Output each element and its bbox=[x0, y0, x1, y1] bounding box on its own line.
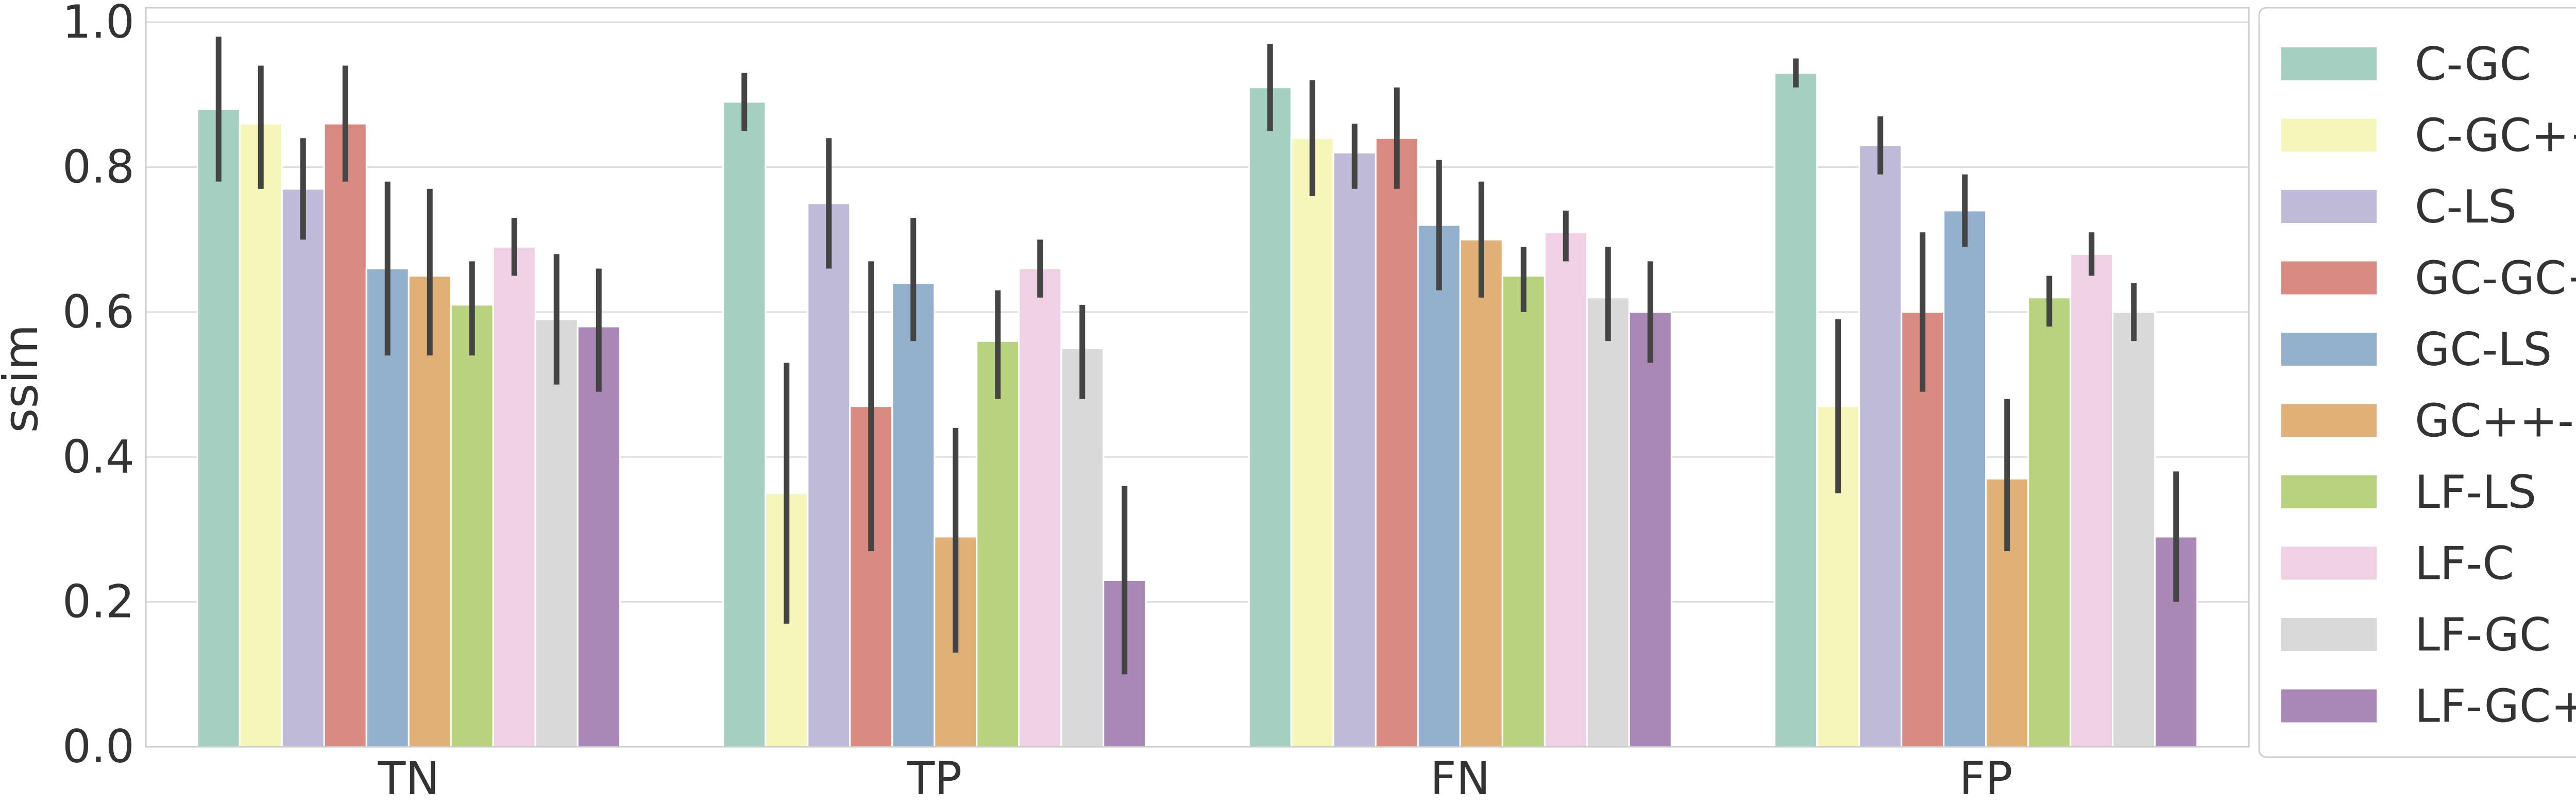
legend-swatch-LF-C bbox=[2281, 546, 2377, 580]
y-tick-labels: 0.0 0.2 0.4 0.6 0.8 1.0 bbox=[62, 0, 134, 773]
legend-swatch-C-GC++ bbox=[2281, 118, 2377, 152]
bar-C-GC++-TN bbox=[239, 123, 283, 748]
bar-LF-GC-FP bbox=[2112, 311, 2156, 748]
bar-LF-LS-TN bbox=[450, 304, 494, 748]
x-tick-label: FN bbox=[1430, 752, 1490, 805]
bar-GC-LS-FN bbox=[1417, 224, 1461, 748]
x-tick-label: TN bbox=[377, 752, 439, 805]
legend-swatch-C-GC bbox=[2281, 47, 2377, 80]
bar-LF-GC++-FN bbox=[1628, 311, 1672, 748]
legend-swatch-LF-GC bbox=[2281, 618, 2377, 651]
bar-LF-C-TP bbox=[1018, 267, 1062, 748]
bars-group bbox=[196, 72, 2198, 748]
legend-label-GC++-LS: GC++-LS bbox=[2415, 395, 2576, 448]
legend-label-C-LS: C-LS bbox=[2415, 180, 2517, 233]
legend-label-LF-GC: LF-GC bbox=[2415, 608, 2551, 661]
x-tick-label: TP bbox=[906, 752, 962, 805]
y-tick-label: 0.6 bbox=[62, 285, 134, 338]
legend-swatch-LF-GC++ bbox=[2281, 689, 2377, 723]
bar-C-GC++-FN bbox=[1290, 137, 1334, 748]
legend-swatch-GC-GC++ bbox=[2281, 261, 2377, 295]
y-tick-label: 0.0 bbox=[62, 720, 134, 773]
bar-C-LS-FN bbox=[1332, 151, 1377, 748]
bar-LF-C-FP bbox=[2070, 253, 2114, 748]
bar-LF-LS-FN bbox=[1501, 275, 1546, 748]
bar-LF-GC-TP bbox=[1060, 347, 1105, 748]
legend: C-GC C-GC++ C-LS GC-GC++ GC-LS GC++-LS LF-LS LF… bbox=[2258, 7, 2576, 758]
bar-C-GC-FN bbox=[1248, 87, 1292, 748]
bar-GC-GC++-TN bbox=[323, 123, 367, 748]
bar-C-LS-TN bbox=[281, 188, 325, 748]
y-tick-label: 1.0 bbox=[62, 0, 134, 48]
error-bars-group bbox=[215, 37, 2179, 675]
bar-GC-LS-TP bbox=[891, 282, 936, 748]
bar-GC-GC++-FN bbox=[1375, 137, 1419, 748]
y-tick-label: 0.8 bbox=[62, 141, 134, 194]
legend-swatch-C-LS bbox=[2281, 190, 2377, 223]
bar-LF-LS-FP bbox=[2027, 297, 2072, 748]
legend-label-GC-GC++: GC-GC++ bbox=[2415, 252, 2576, 305]
legend-label-C-GC: C-GC bbox=[2415, 38, 2531, 91]
legend-swatch-GC-LS bbox=[2281, 333, 2377, 366]
bar-C-LS-FP bbox=[1858, 144, 1903, 748]
bar-GC-LS-FP bbox=[1943, 210, 1987, 748]
y-tick-label: 0.2 bbox=[62, 575, 134, 628]
bar-LF-C-TN bbox=[492, 246, 536, 748]
bar-C-LS-TP bbox=[807, 202, 851, 748]
y-tick-label: 0.4 bbox=[62, 430, 134, 483]
legend-swatch-GC++-LS bbox=[2281, 404, 2377, 437]
legend-swatch-LF-LS bbox=[2281, 475, 2377, 508]
bar-LF-C-FN bbox=[1544, 231, 1588, 748]
y-axis-label: ssim bbox=[0, 324, 48, 433]
bar-GC++-LS-FN bbox=[1459, 238, 1503, 748]
x-tick-label: FP bbox=[1959, 752, 2013, 805]
x-tick-labels: TN TP FN FP bbox=[377, 752, 2012, 805]
legend-label-C-GC++: C-GC++ bbox=[2415, 109, 2576, 162]
legend-label-LF-LS: LF-LS bbox=[2415, 466, 2536, 519]
legend-label-GC-LS: GC-LS bbox=[2415, 323, 2552, 376]
bar-LF-LS-TP bbox=[976, 340, 1020, 748]
bar-C-GC-FP bbox=[1774, 72, 1818, 748]
bar-C-GC-TP bbox=[722, 101, 767, 748]
legend-label-LF-C: LF-C bbox=[2415, 537, 2514, 590]
bar-LF-GC-FN bbox=[1586, 297, 1630, 748]
bar-C-GC-TN bbox=[196, 108, 241, 748]
legend-label-LF-GC++: LF-GC++ bbox=[2415, 680, 2576, 733]
plot-frame bbox=[145, 7, 2250, 748]
